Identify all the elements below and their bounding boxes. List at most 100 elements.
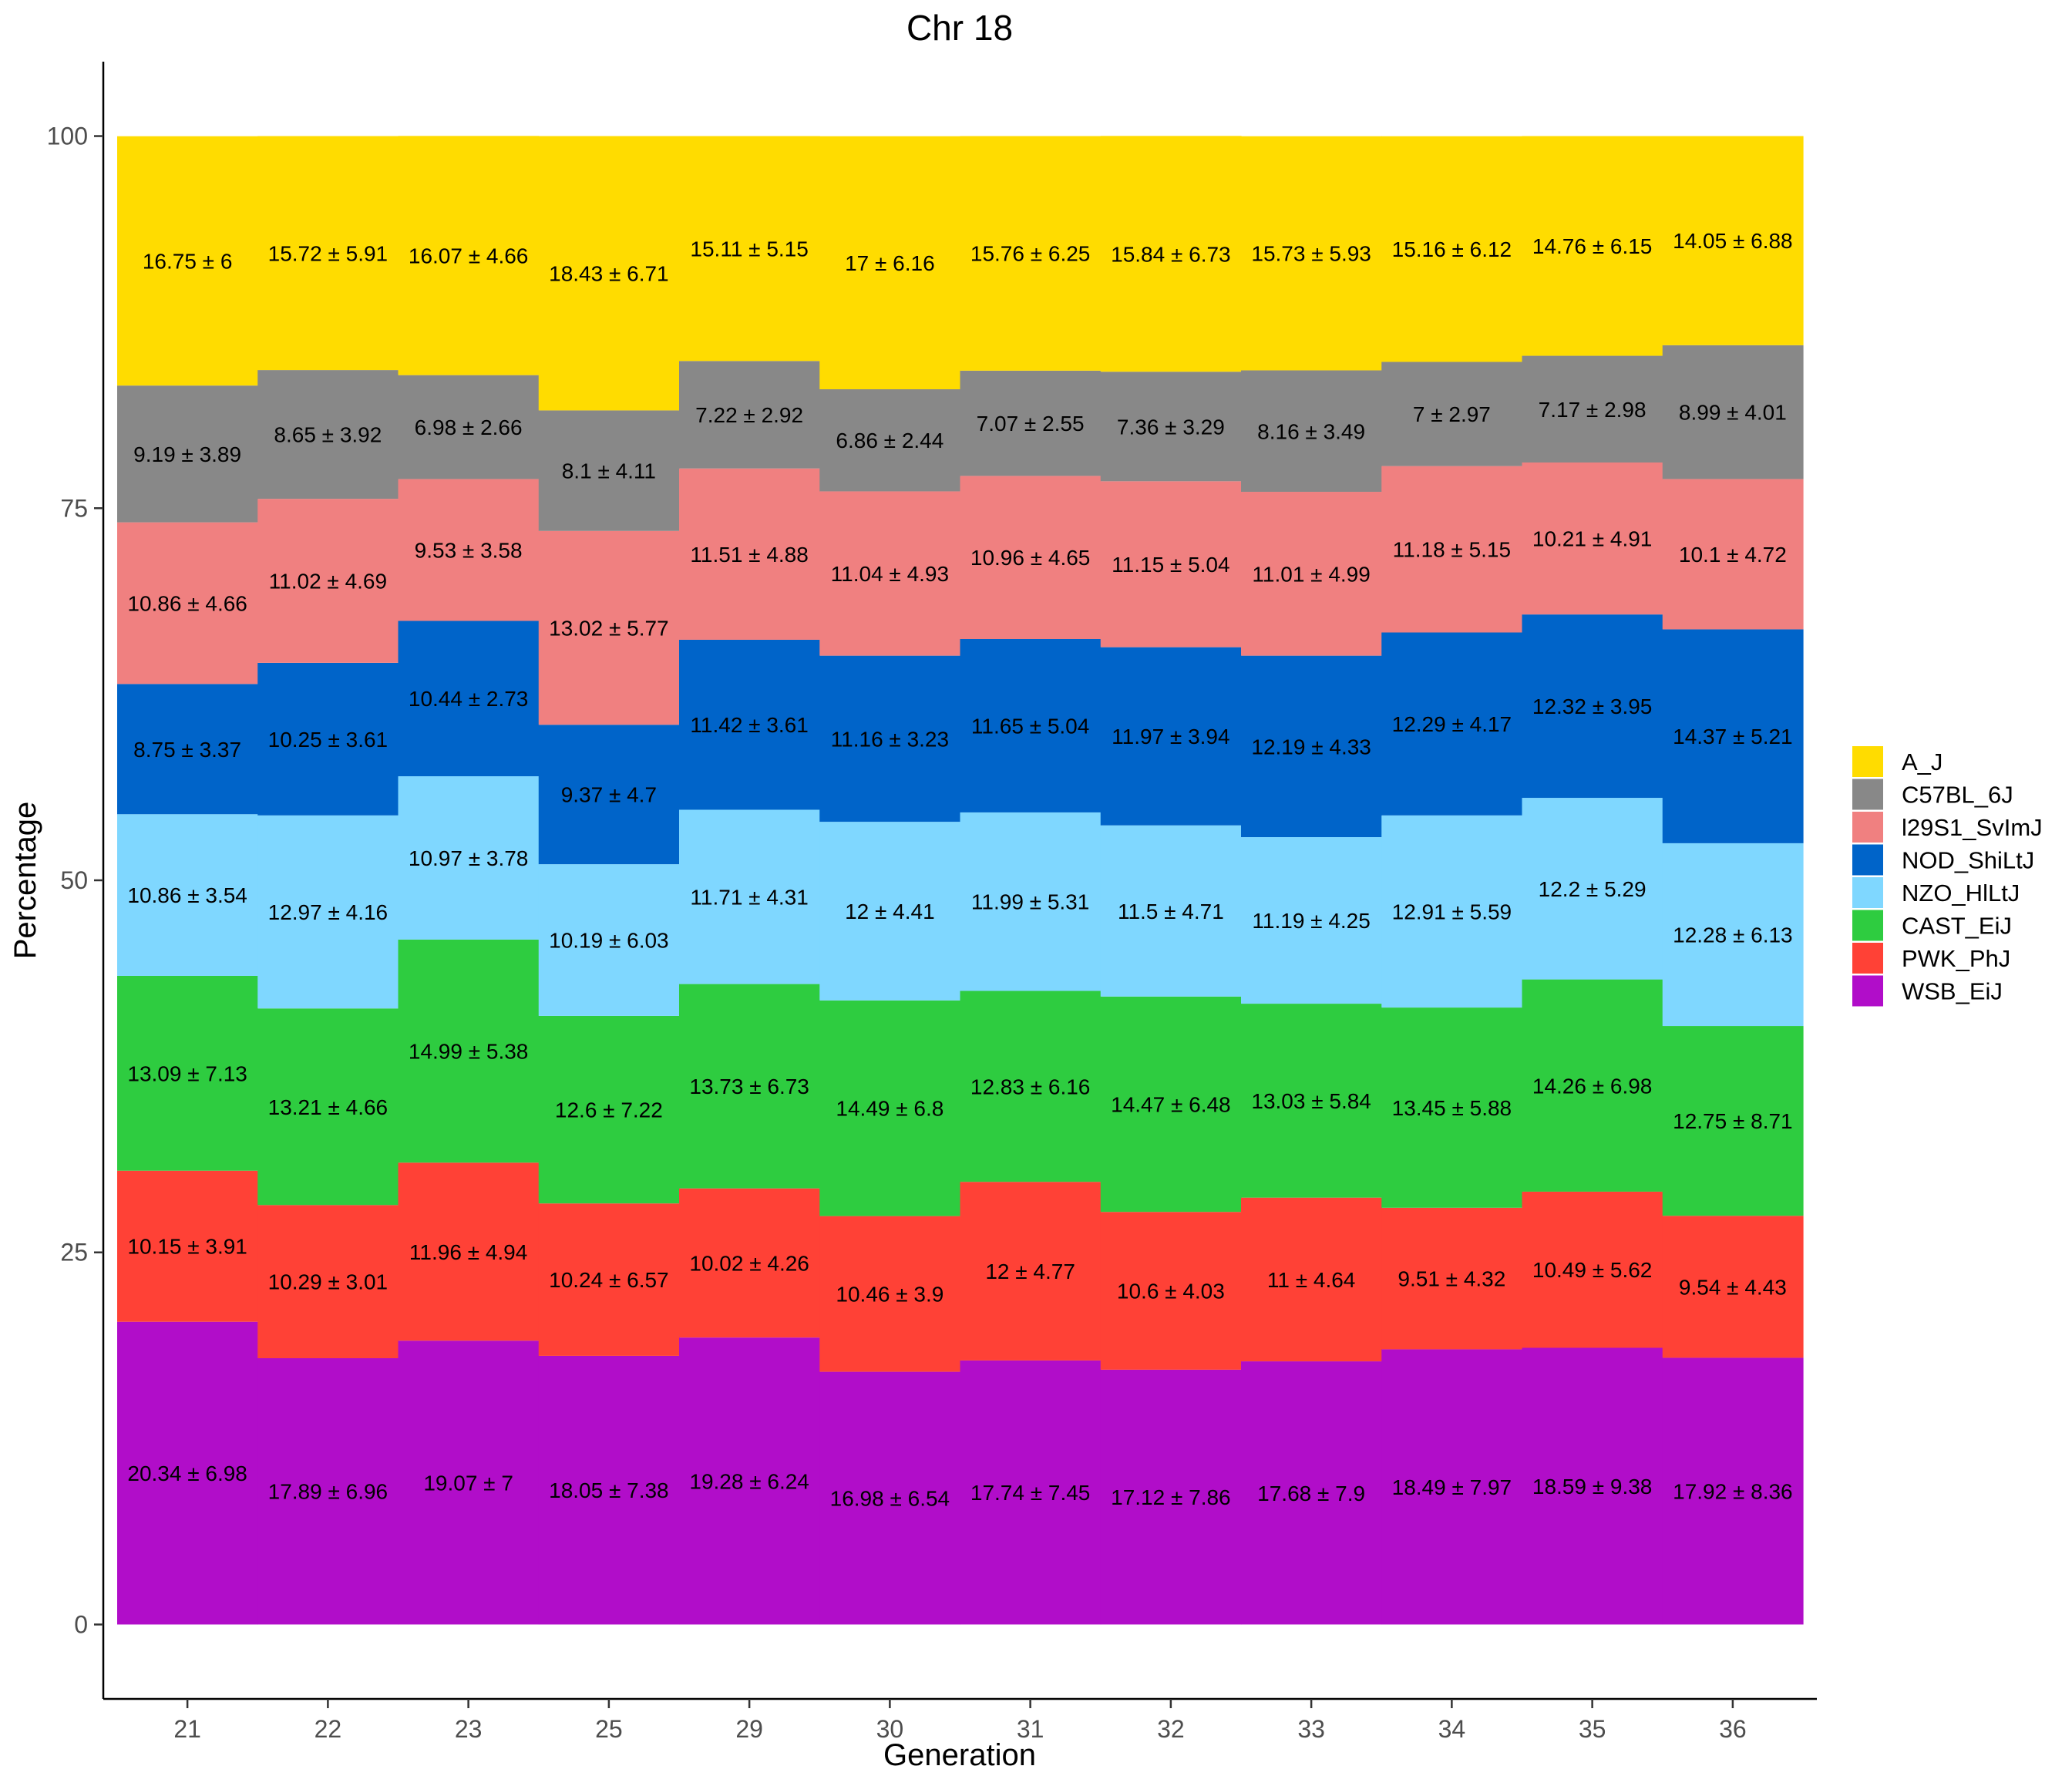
chart-title: Chr 18 xyxy=(906,8,1013,48)
band-label-c57bl-6j-gen-32: 7.36 ± 3.29 xyxy=(1117,415,1225,439)
band-label-nod-shiltj-gen-36: 14.37 ± 5.21 xyxy=(1673,725,1793,748)
band-label-nod-shiltj-gen-23: 10.44 ± 2.73 xyxy=(409,687,529,711)
band-label-a-j-gen-21: 16.75 ± 6 xyxy=(143,249,233,273)
band-label-a-j-gen-31: 15.76 ± 6.25 xyxy=(970,242,1091,266)
band-label-a-j-gen-23: 16.07 ± 4.66 xyxy=(409,244,529,268)
legend-label-nod-shiltj: NOD_ShiLtJ xyxy=(1902,847,2034,874)
x-tick-label-23: 23 xyxy=(455,1715,483,1743)
band-c57bl-6j-gen-25 xyxy=(538,410,680,531)
band-label-c57bl-6j-gen-31: 7.07 ± 2.55 xyxy=(977,412,1085,436)
band-label-pwk-phj-gen-31: 12 ± 4.77 xyxy=(985,1260,1075,1283)
x-tick-label-34: 34 xyxy=(1438,1715,1466,1743)
x-tick-label-31: 31 xyxy=(1017,1715,1044,1743)
band-l29s1-svimj-gen-32 xyxy=(1100,481,1242,648)
band-pwk-phj-gen-34 xyxy=(1381,1207,1523,1350)
band-cast-eij-gen-36 xyxy=(1662,1026,1804,1216)
band-label-l29s1-svimj-gen-33: 11.01 ± 4.99 xyxy=(1252,562,1370,586)
legend-swatch-pwk-phj xyxy=(1852,943,1883,974)
band-cast-eij-gen-21 xyxy=(117,975,258,1171)
band-pwk-phj-gen-33 xyxy=(1241,1197,1382,1362)
legend: A_J C57BL_6J l29S1_SvImJ NOD_ShiLtJ NZO_HlLt… xyxy=(1852,746,2043,1007)
band-pwk-phj-gen-23 xyxy=(398,1162,540,1341)
y-tick-label-75: 75 xyxy=(60,494,88,522)
legend-swatch-cast-eij xyxy=(1852,910,1883,941)
band-label-c57bl-6j-gen-29: 7.22 ± 2.92 xyxy=(695,403,803,427)
band-label-a-j-gen-35: 14.76 ± 6.15 xyxy=(1532,234,1653,258)
band-wsb-eij-gen-33 xyxy=(1241,1361,1382,1625)
band-c57bl-6j-gen-32 xyxy=(1100,372,1242,482)
band-pwk-phj-gen-22 xyxy=(257,1205,399,1359)
band-nod-shiltj-gen-33 xyxy=(1241,655,1382,838)
band-nzo-hlltj-gen-29 xyxy=(679,809,820,984)
band-labels-layer: 20.34 ± 6.98 10.15 ± 3.91 13.09 ± 7.13 10.8… xyxy=(127,229,1792,1510)
band-cast-eij-gen-33 xyxy=(1241,1004,1382,1198)
band-nod-shiltj-gen-36 xyxy=(1662,629,1804,843)
band-label-pwk-phj-gen-21: 10.15 ± 3.91 xyxy=(127,1235,247,1259)
band-label-l29s1-svimj-gen-29: 11.51 ± 4.88 xyxy=(690,543,808,567)
band-nod-shiltj-gen-29 xyxy=(679,639,820,810)
band-a-j-gen-22 xyxy=(257,136,399,371)
band-label-l29s1-svimj-gen-22: 11.02 ± 4.69 xyxy=(269,570,387,594)
legend-label-a-j: A_J xyxy=(1902,748,1942,775)
y-axis-title: Percentage xyxy=(8,802,42,960)
band-label-pwk-phj-gen-30: 10.46 ± 3.9 xyxy=(836,1283,944,1307)
y-tick-label-0: 0 xyxy=(74,1610,88,1638)
y-ticks-layer: 0 25 50 75 100 xyxy=(47,123,103,1638)
band-label-pwk-phj-gen-22: 10.29 ± 3.01 xyxy=(268,1270,388,1294)
band-a-j-gen-25 xyxy=(538,136,680,411)
band-label-l29s1-svimj-gen-32: 11.15 ± 5.04 xyxy=(1112,553,1229,577)
band-l29s1-svimj-gen-31 xyxy=(960,476,1102,639)
band-label-cast-eij-gen-22: 13.21 ± 4.66 xyxy=(268,1095,388,1119)
legend-swatch-nzo-hlltj xyxy=(1852,877,1883,908)
band-nzo-hlltj-gen-33 xyxy=(1241,837,1382,1004)
x-ticks-layer: 21 22 23 25 29 30 31 32 33 34 35 36 xyxy=(173,1699,1747,1743)
band-label-wsb-eij-gen-35: 18.59 ± 9.38 xyxy=(1532,1475,1653,1498)
band-l29s1-svimj-gen-36 xyxy=(1662,479,1804,630)
legend-swatch-wsb-eij xyxy=(1852,975,1883,1007)
band-label-cast-eij-gen-32: 14.47 ± 6.48 xyxy=(1111,1093,1231,1117)
band-label-wsb-eij-gen-32: 17.12 ± 7.86 xyxy=(1111,1485,1231,1509)
band-label-nzo-hlltj-gen-23: 10.97 ± 3.78 xyxy=(409,846,529,870)
x-tick-label-33: 33 xyxy=(1297,1715,1325,1743)
band-label-nzo-hlltj-gen-32: 11.5 ± 4.71 xyxy=(1118,900,1224,923)
legend-swatch-a-j xyxy=(1852,746,1883,777)
band-a-j-gen-29 xyxy=(679,136,820,362)
band-label-c57bl-6j-gen-30: 6.86 ± 2.44 xyxy=(836,429,944,452)
band-label-a-j-gen-32: 15.84 ± 6.73 xyxy=(1111,242,1231,266)
band-label-wsb-eij-gen-30: 16.98 ± 6.54 xyxy=(830,1487,950,1511)
band-wsb-eij-gen-21 xyxy=(117,1321,258,1625)
band-wsb-eij-gen-36 xyxy=(1662,1357,1804,1625)
band-label-nod-shiltj-gen-32: 11.97 ± 3.94 xyxy=(1112,725,1229,748)
band-label-wsb-eij-gen-33: 17.68 ± 7.9 xyxy=(1257,1482,1365,1505)
band-label-cast-eij-gen-36: 12.75 ± 8.71 xyxy=(1673,1109,1793,1133)
band-wsb-eij-gen-35 xyxy=(1522,1347,1663,1625)
band-label-a-j-gen-33: 15.73 ± 5.93 xyxy=(1251,242,1371,266)
band-wsb-eij-gen-22 xyxy=(257,1358,399,1625)
x-tick-label-30: 30 xyxy=(876,1715,904,1743)
band-nod-shiltj-gen-25 xyxy=(538,725,680,865)
band-label-l29s1-svimj-gen-36: 10.1 ± 4.72 xyxy=(1679,543,1787,567)
band-label-pwk-phj-gen-35: 10.49 ± 5.62 xyxy=(1532,1258,1653,1282)
x-tick-label-35: 35 xyxy=(1579,1715,1606,1743)
band-label-wsb-eij-gen-22: 17.89 ± 6.96 xyxy=(268,1480,388,1504)
band-label-l29s1-svimj-gen-23: 9.53 ± 3.58 xyxy=(415,538,523,562)
band-label-nzo-hlltj-gen-34: 12.91 ± 5.59 xyxy=(1392,900,1512,923)
band-label-l29s1-svimj-gen-34: 11.18 ± 5.15 xyxy=(1393,538,1511,562)
band-label-c57bl-6j-gen-33: 8.16 ± 3.49 xyxy=(1257,419,1365,443)
band-label-nzo-hlltj-gen-21: 10.86 ± 3.54 xyxy=(127,883,247,907)
band-label-l29s1-svimj-gen-25: 13.02 ± 5.77 xyxy=(549,617,669,641)
band-pwk-phj-gen-36 xyxy=(1662,1216,1804,1358)
band-nzo-hlltj-gen-35 xyxy=(1522,798,1663,980)
band-cast-eij-gen-31 xyxy=(960,991,1102,1182)
bands-layer xyxy=(117,136,1804,1625)
band-nzo-hlltj-gen-36 xyxy=(1662,843,1804,1027)
band-label-nzo-hlltj-gen-25: 10.19 ± 6.03 xyxy=(549,929,669,953)
band-wsb-eij-gen-34 xyxy=(1381,1349,1523,1625)
band-c57bl-6j-gen-35 xyxy=(1522,355,1663,462)
x-tick-label-22: 22 xyxy=(314,1715,342,1743)
band-label-nzo-hlltj-gen-35: 12.2 ± 5.29 xyxy=(1539,877,1646,901)
legend-label-c57bl-6j: C57BL_6J xyxy=(1902,782,2013,809)
band-label-nzo-hlltj-gen-33: 11.19 ± 4.25 xyxy=(1252,909,1370,933)
band-label-nod-shiltj-gen-31: 11.65 ± 5.04 xyxy=(971,714,1089,738)
